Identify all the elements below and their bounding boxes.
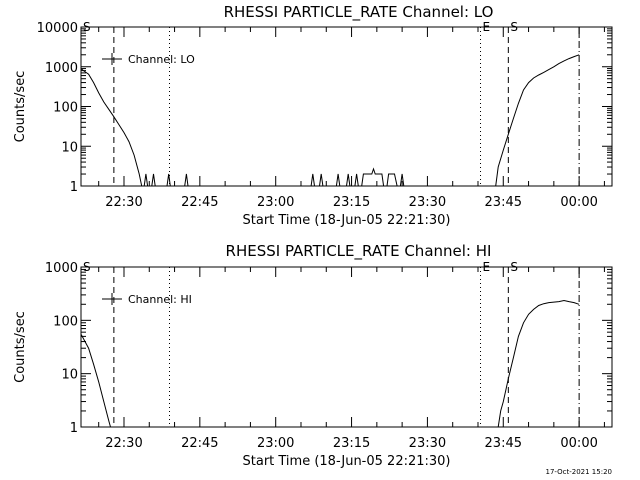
- marker-label: E: [483, 20, 491, 34]
- x-tick-label: 22:30: [105, 436, 142, 451]
- y-axis-label: Counts/sec: [13, 71, 28, 143]
- series-line: [166, 173, 171, 187]
- x-tick-label: 23:15: [333, 195, 370, 210]
- plot-frame: [80, 266, 613, 428]
- x-tick-label: 23:45: [485, 195, 522, 210]
- series-line: [497, 299, 580, 428]
- x-tick-label: 22:45: [181, 195, 218, 210]
- y-tick-label: 1: [70, 421, 78, 436]
- plot-frame: [80, 26, 613, 187]
- marker-label: S: [510, 260, 518, 274]
- series-line: [319, 173, 324, 187]
- series-line: [184, 173, 189, 187]
- x-tick-label: 23:00: [257, 436, 294, 451]
- marker-label: S: [83, 260, 91, 274]
- series-line: [361, 167, 385, 187]
- x-axis-label: Start Time (18-Jun-05 22:21:30): [243, 454, 451, 469]
- chart-title: RHESSI PARTICLE_RATE Channel: HI: [226, 242, 492, 261]
- marker-label: S: [510, 20, 518, 34]
- legend-label: Channel: HI: [128, 293, 192, 306]
- x-tick-label: 23:15: [333, 436, 370, 451]
- series-line: [386, 173, 398, 187]
- chart-title: RHESSI PARTICLE_RATE Channel: LO: [224, 3, 494, 22]
- series-line: [399, 173, 405, 187]
- panel-channel-lo: RHESSI PARTICLE_RATE Channel: LO 1 10 100 10…: [13, 3, 613, 228]
- x-axis-label: Start Time (18-Jun-05 22:21:30): [243, 213, 451, 228]
- series-line: [495, 54, 580, 187]
- panel-channel-hi: RHESSI PARTICLE_RATE Channel: HI 1 10 100 10…: [13, 242, 613, 469]
- marker-label: S: [83, 20, 91, 34]
- series-line: [80, 333, 111, 428]
- y-tick-label: 10: [61, 368, 78, 383]
- series-line: [354, 173, 359, 187]
- y-tick-label: 10000: [37, 21, 78, 36]
- x-tick-label: 22:30: [105, 195, 142, 210]
- marker-label: E: [483, 260, 491, 274]
- x-tick-label: 23:30: [409, 436, 446, 451]
- x-tick-label: 23:45: [485, 436, 522, 451]
- x-tick-label: 00:00: [560, 436, 597, 451]
- series-line: [335, 173, 341, 187]
- y-tick-label: 10: [61, 140, 78, 155]
- legend-label: Channel: LO: [128, 53, 195, 66]
- x-tick-label: 22:45: [181, 436, 218, 451]
- x-tick-label: 23:00: [257, 195, 294, 210]
- x-tick-label: 00:00: [560, 195, 597, 210]
- series-line: [151, 173, 156, 187]
- y-tick-label: 100: [53, 101, 78, 116]
- footer-timestamp: 17-Oct-2021 15:20: [546, 468, 612, 476]
- y-tick-label: 1: [70, 180, 78, 195]
- series-line: [80, 68, 143, 187]
- y-tick-label: 1000: [45, 261, 78, 276]
- series-line: [143, 173, 149, 187]
- series-line: [346, 173, 351, 187]
- y-axis-label: Counts/sec: [13, 311, 28, 383]
- series-line: [310, 173, 315, 187]
- y-tick-label: 1000: [45, 61, 78, 76]
- y-tick-label: 100: [53, 314, 78, 329]
- x-tick-label: 23:30: [409, 195, 446, 210]
